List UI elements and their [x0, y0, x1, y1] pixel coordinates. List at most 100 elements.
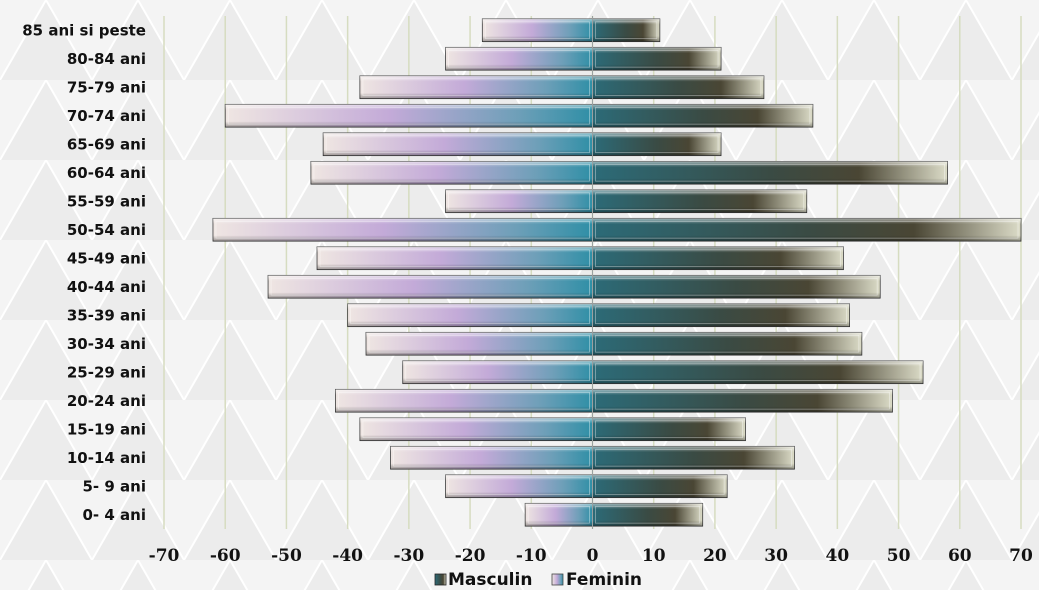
- x-tick-label: -40: [332, 546, 363, 566]
- bar-feminin: [212, 217, 593, 242]
- bar-masculin: [592, 502, 704, 527]
- x-tick-label: -50: [271, 546, 302, 566]
- legend-swatch-masculin: [434, 573, 447, 586]
- x-tick-label: 40: [826, 546, 850, 566]
- bar-bevel: [390, 446, 593, 470]
- category-label: 75-79 ani: [67, 78, 146, 96]
- bar-masculin: [592, 246, 844, 271]
- bars: [212, 16, 1022, 529]
- bar-inner-edge: [595, 192, 805, 211]
- bar-masculin: [592, 160, 948, 185]
- bar-bevel: [335, 389, 593, 413]
- x-tick-label: -20: [455, 546, 486, 566]
- bar-feminin: [267, 274, 593, 299]
- bar-bevel: [592, 104, 813, 128]
- bar-inner-edge: [393, 448, 590, 467]
- bar-feminin: [445, 474, 593, 499]
- category-labels: 85 ani si peste 80-84 ani 75-79 ani 70-74 a…: [22, 21, 146, 524]
- bar-masculin: [592, 445, 795, 470]
- bar-bevel: [592, 474, 728, 498]
- bar-masculin: [592, 417, 746, 442]
- bar-inner-edge: [595, 420, 743, 439]
- bar-bevel: [310, 161, 593, 185]
- category-label: 50-54 ani: [67, 221, 146, 239]
- legend-label-feminin: Feminin: [566, 570, 642, 590]
- bar-inner-edge: [215, 220, 590, 239]
- bar-bevel: [317, 246, 593, 270]
- x-tick-label: -10: [516, 546, 547, 566]
- category-label: 5- 9 ani: [83, 477, 147, 495]
- category-label: 20-24 ani: [67, 392, 146, 410]
- bar-masculin: [592, 75, 765, 100]
- bar-masculin: [592, 360, 924, 385]
- category-label: 55-59 ani: [67, 192, 146, 210]
- bar-inner-edge: [405, 363, 590, 382]
- bar-feminin: [310, 160, 593, 185]
- bar-inner-edge: [448, 49, 590, 68]
- category-label: 10-14 ani: [67, 449, 146, 467]
- bar-inner-edge: [448, 192, 590, 211]
- bar-bevel: [525, 503, 593, 527]
- bar-inner-edge: [319, 249, 590, 268]
- x-tick-label: 10: [642, 546, 666, 566]
- bar-inner-edge: [595, 363, 921, 382]
- bar-inner-edge: [368, 334, 590, 353]
- bar-inner-edge: [595, 21, 658, 40]
- legend-item-masculin: Masculin: [434, 570, 532, 590]
- bar-feminin: [316, 246, 593, 271]
- x-tick-label: 30: [764, 546, 788, 566]
- bar-bevel: [359, 417, 593, 441]
- bar-bevel: [592, 360, 924, 384]
- category-label: 0- 4 ani: [83, 506, 147, 524]
- bar-bevel: [592, 303, 850, 327]
- bar-inner-edge: [362, 420, 590, 439]
- x-tick-label: 50: [887, 546, 911, 566]
- bar-inner-edge: [527, 505, 590, 524]
- bar-inner-edge: [595, 249, 841, 268]
- bar-bevel: [592, 332, 862, 356]
- bar-inner-edge: [337, 391, 590, 410]
- bar-feminin: [334, 388, 593, 413]
- bar-bevel: [482, 18, 593, 42]
- category-label: 35-39 ani: [67, 306, 146, 324]
- bar-bevel: [445, 47, 593, 71]
- bar-masculin: [592, 132, 722, 157]
- bar-inner-edge: [484, 21, 590, 40]
- bar-bevel: [212, 218, 593, 242]
- bar-inner-edge: [325, 135, 590, 154]
- bar-feminin: [390, 445, 593, 470]
- bar-bevel: [268, 275, 593, 299]
- bar-feminin: [481, 18, 593, 43]
- bar-masculin: [592, 103, 814, 128]
- bar-bevel: [592, 389, 893, 413]
- x-tick-label: -60: [210, 546, 241, 566]
- bar-bevel: [592, 47, 722, 71]
- bar-inner-edge: [595, 306, 848, 325]
- bar-inner-edge: [350, 306, 590, 325]
- bar-bevel: [359, 75, 593, 99]
- bar-bevel: [592, 75, 764, 99]
- bar-bevel: [445, 189, 593, 213]
- bar-feminin: [524, 502, 593, 527]
- category-label: 60-64 ani: [67, 164, 146, 182]
- category-label: 70-74 ani: [67, 107, 146, 125]
- bar-feminin: [359, 417, 593, 442]
- bar-bevel: [592, 189, 807, 213]
- bar-bevel: [592, 503, 703, 527]
- category-label: 30-34 ani: [67, 335, 146, 353]
- bar-bevel: [592, 161, 948, 185]
- legend-item-feminin: Feminin: [551, 570, 642, 590]
- category-label: 40-44 ani: [67, 278, 146, 296]
- bar-feminin: [445, 189, 593, 214]
- bar-inner-edge: [595, 163, 945, 182]
- legend-swatch-feminin: [551, 573, 564, 586]
- x-tick-label: 0: [587, 546, 599, 566]
- bar-feminin: [365, 331, 593, 356]
- bar-bevel: [323, 132, 593, 156]
- category-label: 65-69 ani: [67, 135, 146, 153]
- bar-masculin: [592, 274, 881, 299]
- category-label: 15-19 ani: [67, 420, 146, 438]
- bar-feminin: [224, 103, 593, 128]
- category-label: 85 ani si peste: [22, 21, 146, 39]
